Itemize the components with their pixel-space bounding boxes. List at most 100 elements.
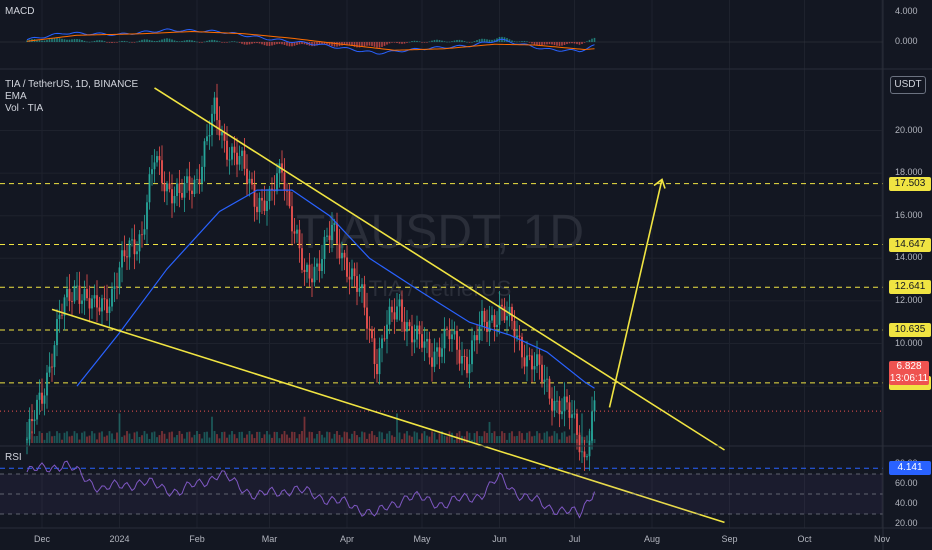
volume-bar bbox=[326, 431, 328, 443]
volume-bar bbox=[376, 437, 378, 443]
candle-body bbox=[253, 184, 256, 207]
macd-histogram-bar bbox=[573, 42, 576, 44]
macd-histogram-bar bbox=[136, 41, 138, 43]
macd-histogram-bar bbox=[371, 42, 373, 47]
candle-body bbox=[146, 202, 148, 230]
volume-bar bbox=[526, 432, 528, 443]
candle-body bbox=[141, 234, 143, 236]
macd-histogram-bar bbox=[436, 39, 438, 42]
ema-layer bbox=[76, 189, 595, 389]
candle-body bbox=[121, 250, 123, 268]
candle-body bbox=[108, 306, 111, 313]
volume-bar bbox=[238, 431, 241, 443]
macd-histogram-bar bbox=[143, 39, 146, 42]
currency-button[interactable]: USDT bbox=[890, 76, 926, 94]
macd-histogram-bar bbox=[188, 39, 191, 42]
candle-body bbox=[456, 330, 458, 350]
bar-countdown: 13:06:11 bbox=[889, 373, 929, 384]
volume-bar bbox=[548, 436, 551, 443]
volume-bar bbox=[308, 431, 311, 443]
volume-bar bbox=[113, 439, 116, 443]
candle-body bbox=[181, 193, 183, 198]
macd-histogram-bar bbox=[71, 39, 73, 42]
macd-histogram-bar bbox=[583, 42, 586, 43]
macd-histogram-bar bbox=[261, 42, 263, 45]
macd-histogram-bar bbox=[428, 41, 431, 43]
candle-body bbox=[576, 413, 578, 435]
candle-body bbox=[528, 355, 531, 357]
candle-body bbox=[436, 347, 438, 352]
volume-bar bbox=[528, 431, 531, 443]
candle-body bbox=[331, 225, 333, 241]
volume-bar bbox=[478, 435, 481, 443]
volume-bar bbox=[98, 432, 101, 443]
volume-bar bbox=[236, 438, 238, 443]
candle-body bbox=[498, 304, 501, 325]
volume-bar bbox=[168, 432, 171, 443]
volume-bar bbox=[68, 436, 71, 443]
macd-histogram-bar bbox=[268, 42, 271, 46]
volume-bar bbox=[556, 433, 558, 443]
macd-histogram-bar bbox=[473, 41, 476, 42]
volume-bar bbox=[223, 431, 226, 443]
volume-bar bbox=[276, 431, 278, 443]
candle-body bbox=[351, 268, 353, 280]
macd-histogram-bar bbox=[211, 39, 213, 42]
candle-body bbox=[201, 166, 203, 184]
candle-body bbox=[433, 351, 436, 367]
candle-body bbox=[26, 439, 28, 441]
volume-bar bbox=[288, 437, 291, 443]
candle-body bbox=[503, 306, 506, 321]
candle-body bbox=[38, 392, 41, 400]
volume-bar bbox=[521, 433, 523, 443]
volume-bar bbox=[261, 438, 263, 443]
volume-bar bbox=[416, 432, 418, 443]
volume-bar bbox=[568, 435, 571, 443]
candle-body bbox=[288, 191, 291, 207]
volume-bar bbox=[518, 431, 521, 443]
candle-body bbox=[71, 301, 73, 302]
volume-bar bbox=[493, 431, 496, 443]
candle-body bbox=[86, 289, 88, 299]
candle-body bbox=[243, 150, 246, 169]
macd-histogram-bar bbox=[293, 42, 296, 46]
volume-bar bbox=[318, 431, 321, 443]
candle-body bbox=[56, 319, 58, 346]
candle-body bbox=[401, 299, 403, 322]
volume-bar bbox=[531, 436, 533, 443]
candle-body bbox=[561, 411, 563, 415]
volume-bar bbox=[488, 421, 491, 443]
volume-bar bbox=[213, 431, 216, 443]
macd-histogram-bar bbox=[168, 38, 171, 42]
volume-bar bbox=[148, 438, 151, 443]
grid-layer bbox=[0, 0, 883, 528]
symbol-title[interactable]: TIA / TetherUS, 1D, BINANCE bbox=[5, 79, 139, 90]
candle-body bbox=[283, 172, 286, 191]
macd-histogram-bar bbox=[383, 42, 386, 46]
ema-legend[interactable]: EMA bbox=[5, 91, 27, 102]
macd-histogram-bar bbox=[141, 39, 143, 42]
volume-bar bbox=[126, 431, 128, 443]
candle-body bbox=[281, 163, 283, 173]
volume-bar bbox=[356, 435, 358, 443]
candle-body bbox=[256, 206, 258, 213]
candle-body bbox=[36, 399, 38, 420]
macd-histogram-bar bbox=[568, 42, 571, 44]
volume-bar bbox=[101, 431, 103, 443]
volume-bar bbox=[81, 432, 83, 443]
candle-body bbox=[451, 334, 453, 340]
macd-histogram-bar bbox=[278, 42, 281, 44]
candle-body bbox=[523, 357, 526, 367]
candle-body bbox=[358, 288, 361, 292]
volume-bar bbox=[476, 431, 478, 443]
macd-histogram-bar bbox=[471, 41, 473, 43]
volume-bar bbox=[428, 436, 431, 443]
volume-legend[interactable]: Vol · TIA bbox=[5, 103, 44, 114]
macd-histogram-bar bbox=[208, 40, 211, 42]
volume-bar bbox=[246, 434, 248, 443]
volume-bar bbox=[503, 433, 506, 443]
macd-histogram-bar bbox=[556, 42, 558, 46]
candle-body bbox=[126, 256, 128, 258]
candle-body bbox=[481, 310, 483, 327]
candle-body bbox=[348, 276, 351, 280]
